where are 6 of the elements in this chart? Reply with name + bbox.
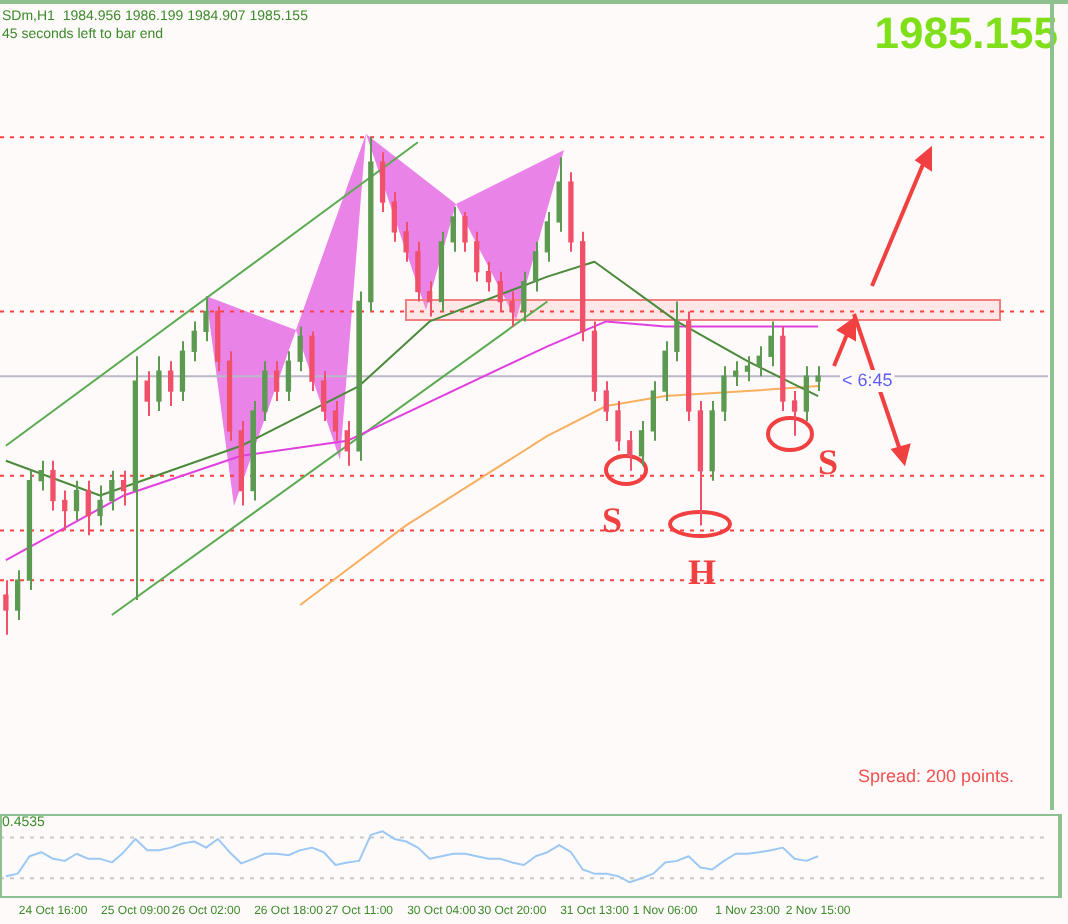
text: < 6:45 xyxy=(842,370,893,390)
annotation: S xyxy=(817,442,839,482)
annotation: S xyxy=(601,500,623,540)
annotation: H xyxy=(687,552,717,592)
text: Spread: 200 points. xyxy=(857,766,1014,786)
text: 1985.155 xyxy=(874,8,1058,58)
